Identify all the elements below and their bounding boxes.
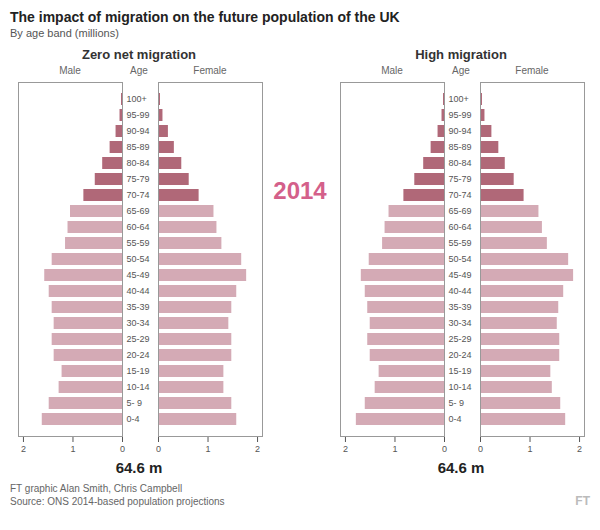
svg-text:20-24: 20-24 [127,350,150,360]
html-text:By age band (millions): By age band (millions) [10,27,119,39]
html-text:Source: ONS 2014-based populat: Source: ONS 2014-based population projec… [10,496,225,507]
html-text:64.6 m: 64.6 m [437,459,485,476]
svg-text:25-29: 25-29 [127,334,150,344]
svg-text:60-64: 60-64 [127,222,150,232]
html-text:FT: FT [575,494,590,508]
svg-text:25-29: 25-29 [449,334,472,344]
svg-text:15-19: 15-19 [127,366,150,376]
svg-text:1: 1 [392,444,397,454]
svg-text:95-99: 95-99 [127,110,150,120]
svg-text:20-24: 20-24 [449,350,472,360]
html-text:Female: Female [515,65,549,76]
svg-text:75-79: 75-79 [449,174,472,184]
svg-text:2: 2 [255,444,260,454]
svg-text:40-44: 40-44 [127,286,150,296]
svg-text:95-99: 95-99 [449,110,472,120]
svg-text:35-39: 35-39 [127,302,150,312]
svg-text:90-94: 90-94 [127,126,150,136]
svg-text:55-59: 55-59 [449,238,472,248]
svg-text:15-19: 15-19 [449,366,472,376]
svg-text:100+: 100+ [127,94,147,104]
svg-text:60-64: 60-64 [449,222,472,232]
svg-text:65-69: 65-69 [449,206,472,216]
html-text:The impact of migration on the: The impact of migration on the future po… [10,9,400,25]
svg-text:75-79: 75-79 [127,174,150,184]
svg-text:1: 1 [206,444,211,454]
svg-text:2: 2 [21,444,26,454]
svg-text:35-39: 35-39 [449,302,472,312]
html-text:Male: Male [59,65,81,76]
svg-text:80-84: 80-84 [449,158,472,168]
svg-text:70-74: 70-74 [449,190,472,200]
svg-text:65-69: 65-69 [127,206,150,216]
svg-text:5- 9: 5- 9 [127,398,143,408]
svg-text:0: 0 [442,444,447,454]
svg-text:45-49: 45-49 [449,270,472,280]
svg-text:0: 0 [478,444,483,454]
svg-text:0: 0 [156,444,161,454]
svg-text:50-54: 50-54 [127,254,150,264]
html-text:Zero net migration: Zero net migration [81,47,197,62]
svg-text:40-44: 40-44 [449,286,472,296]
svg-text:30-34: 30-34 [449,318,472,328]
svg-text:2: 2 [343,444,348,454]
svg-text:85-89: 85-89 [449,142,472,152]
html-text:FT graphic Alan Smith, Chris C: FT graphic Alan Smith, Chris Campbell [10,483,183,494]
html-text:Male: Male [381,65,403,76]
svg-text:10-14: 10-14 [449,382,472,392]
svg-text:55-59: 55-59 [127,238,150,248]
svg-text:1: 1 [70,444,75,454]
svg-text:80-84: 80-84 [127,158,150,168]
html-text:64.6 m: 64.6 m [115,459,163,476]
html-text:Age: Age [452,65,470,76]
svg-text:45-49: 45-49 [127,270,150,280]
svg-text:70-74: 70-74 [127,190,150,200]
svg-text:10-14: 10-14 [127,382,150,392]
html-text:High migration: High migration [415,47,507,62]
svg-text:30-34: 30-34 [127,318,150,328]
svg-text:0-4: 0-4 [127,414,140,424]
svg-text:0: 0 [120,444,125,454]
svg-text:1: 1 [528,444,533,454]
svg-text:5- 9: 5- 9 [449,398,465,408]
svg-text:90-94: 90-94 [449,126,472,136]
svg-text:0-4: 0-4 [449,414,462,424]
svg-text:50-54: 50-54 [449,254,472,264]
svg-text:85-89: 85-89 [127,142,150,152]
html-text:2014: 2014 [273,177,327,204]
svg-text:2: 2 [577,444,582,454]
html-text:Female: Female [193,65,227,76]
svg-text:100+: 100+ [449,94,469,104]
html-text:Age: Age [130,65,148,76]
